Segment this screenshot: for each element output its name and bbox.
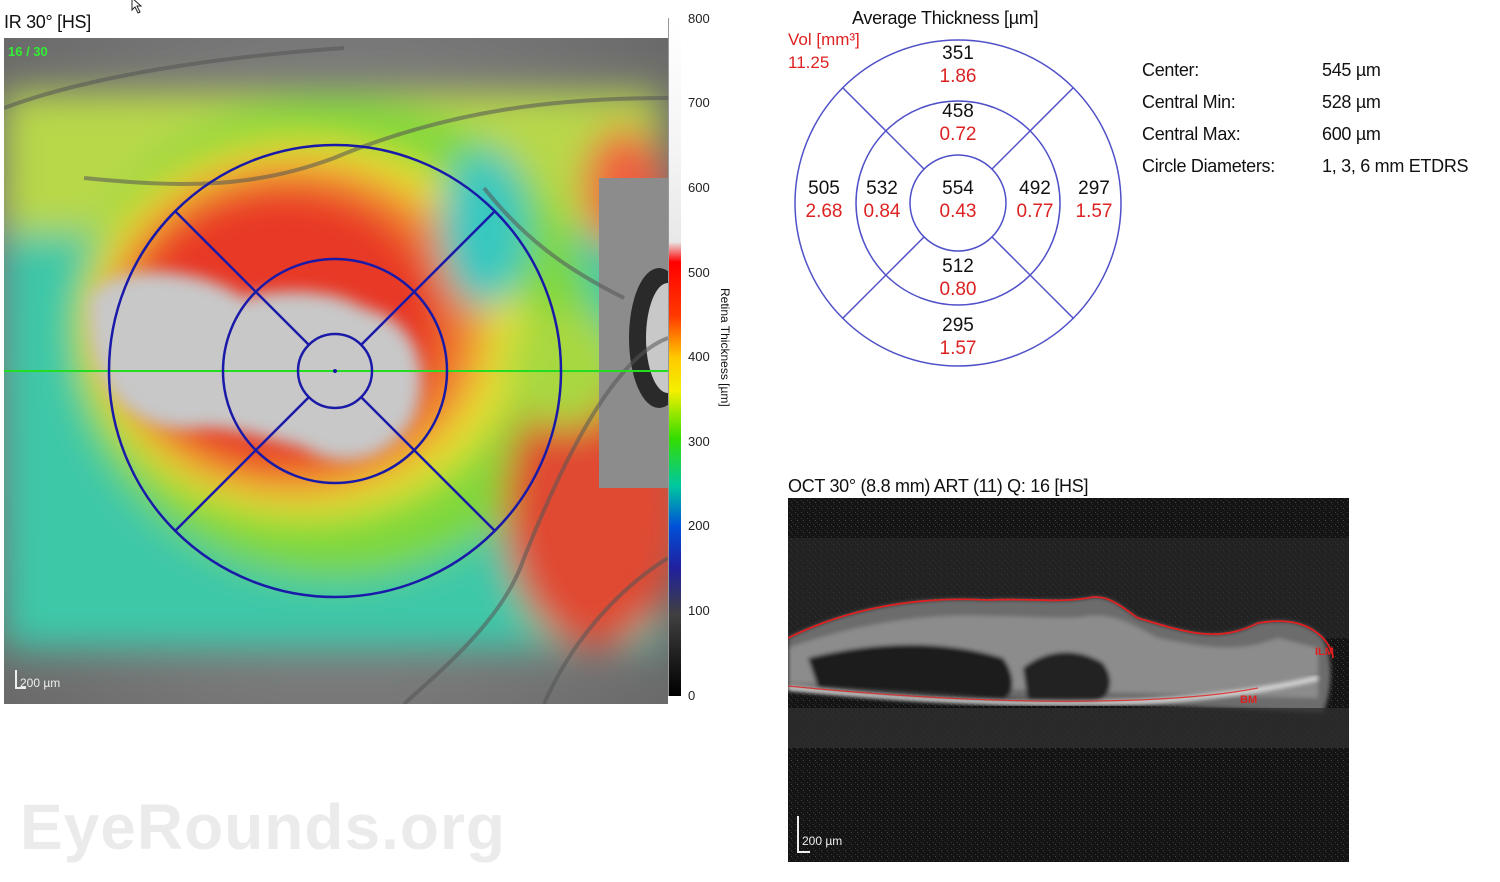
colorbar-tick-200: 200 xyxy=(688,518,710,533)
stat-center-value: 545 µm xyxy=(1322,60,1381,80)
oct-scale-label: 200 µm xyxy=(802,834,843,848)
thickness-map-image[interactable]: 16 / 30 200 µm xyxy=(4,38,668,704)
stat-center: Center: 545 µm xyxy=(1142,60,1468,92)
stat-central-min: Central Min: 528 µm xyxy=(1142,92,1468,124)
ilm-label: ILM xyxy=(1315,646,1334,658)
stat-max-label: Central Max: xyxy=(1142,124,1241,144)
volume-label: Vol [mm³] xyxy=(788,30,860,49)
center-volume: 0.43 xyxy=(939,201,977,222)
colorbar-tick-100: 100 xyxy=(688,603,710,618)
ir-image-title: IR 30° [HS] xyxy=(4,12,91,32)
stat-min-value: 528 µm xyxy=(1322,92,1381,112)
outer-superior-volume: 1.86 xyxy=(939,66,977,87)
stat-center-label: Center: xyxy=(1142,60,1199,80)
inner-superior-volume: 0.72 xyxy=(939,124,977,145)
average-thickness-title: Average Thickness [µm] xyxy=(852,8,1039,28)
colorbar-tick-400: 400 xyxy=(688,349,710,364)
colorbar-tick-0: 0 xyxy=(688,688,696,703)
thickness-stats: Center: 545 µm Central Min: 528 µm Central… xyxy=(1142,60,1469,188)
colorbar-tick-300: 300 xyxy=(688,434,710,449)
oct-scan-title: OCT 30° (8.8 mm) ART (11) Q: 16 [HS] xyxy=(788,476,1089,496)
outer-inferior-volume: 1.57 xyxy=(939,338,977,359)
colorbar-tick-700: 700 xyxy=(688,95,710,110)
outer-superior-thickness: 351 xyxy=(942,43,974,64)
etdrs-grid xyxy=(790,35,1126,371)
center-thickness: 554 xyxy=(942,178,974,199)
inner-temporal-thickness: 532 xyxy=(866,178,898,199)
stat-diam-label: Circle Diameters: xyxy=(1142,156,1275,176)
outer-temporal-thickness: 505 xyxy=(808,178,840,199)
thickness-color-bar xyxy=(668,18,681,696)
colorbar-tick-600: 600 xyxy=(688,180,710,195)
inner-nasal-thickness: 492 xyxy=(1019,178,1051,199)
stat-diam-value: 1, 3, 6 mm ETDRS xyxy=(1322,156,1469,176)
outer-nasal-volume: 1.57 xyxy=(1075,201,1113,222)
ir-scale-label: 200 µm xyxy=(20,676,61,690)
oct-bscan-image[interactable]: ILM BM 200 µm xyxy=(788,498,1349,862)
overlay-label: 16 / 30 xyxy=(8,44,48,59)
stat-min-label: Central Min: xyxy=(1142,92,1236,112)
inner-inferior-volume: 0.80 xyxy=(939,279,977,300)
mouse-cursor-icon xyxy=(130,0,150,19)
outer-inferior-thickness: 295 xyxy=(942,315,974,336)
stat-central-max: Central Max: 600 µm xyxy=(1142,124,1468,156)
stat-max-value: 600 µm xyxy=(1322,124,1381,144)
inner-temporal-volume: 0.84 xyxy=(863,201,901,222)
inner-inferior-thickness: 512 xyxy=(942,256,974,277)
volume-total-value: 11.25 xyxy=(788,53,830,72)
watermark: EyeRounds.org xyxy=(20,791,506,863)
colorbar-axis-title: Retina Thickness [µm] xyxy=(718,288,732,407)
colorbar-tick-800: 800 xyxy=(688,11,710,26)
inner-superior-thickness: 458 xyxy=(942,101,974,122)
inner-nasal-volume: 0.77 xyxy=(1016,201,1054,222)
bm-label: BM xyxy=(1240,694,1258,706)
colorbar-tick-500: 500 xyxy=(688,265,710,280)
stat-circle-diameters: Circle Diameters: 1, 3, 6 mm ETDRS xyxy=(1142,156,1469,188)
outer-temporal-volume: 2.68 xyxy=(805,201,843,222)
outer-nasal-thickness: 297 xyxy=(1078,178,1110,199)
